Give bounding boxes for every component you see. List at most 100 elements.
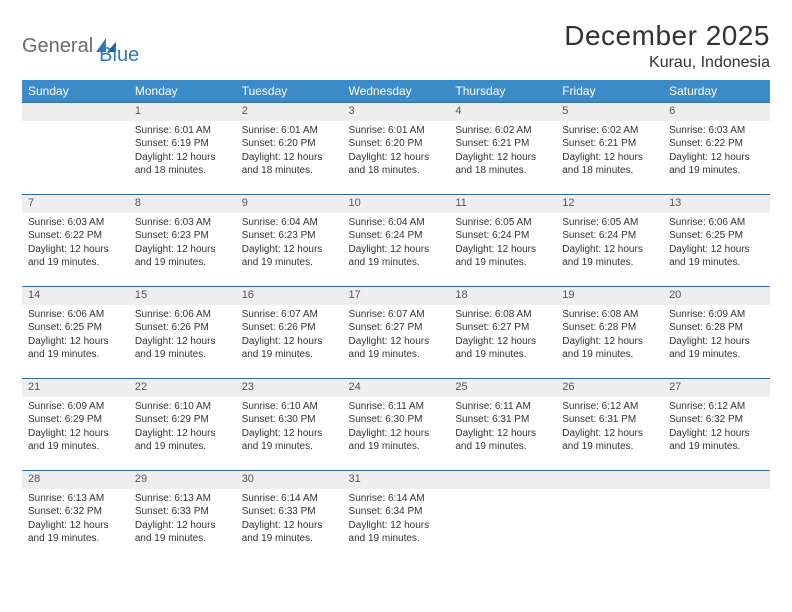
sunset-text: Sunset: 6:27 PM (455, 321, 550, 335)
day-number-cell: 17 (343, 287, 450, 305)
day-number-cell: 9 (236, 195, 343, 213)
day-number: 23 (236, 379, 343, 395)
day-number: 18 (449, 287, 556, 303)
month-title: December 2025 (564, 20, 770, 52)
day-cell: Sunrise: 6:11 AMSunset: 6:31 PMDaylight:… (449, 397, 556, 471)
day-number: 9 (236, 195, 343, 211)
sunset-text: Sunset: 6:32 PM (669, 413, 764, 427)
day-number-cell: 28 (22, 471, 129, 489)
day-number-cell: 31 (343, 471, 450, 489)
sunrise-text: Sunrise: 6:01 AM (242, 124, 337, 138)
day-details: Sunrise: 6:12 AMSunset: 6:31 PMDaylight:… (556, 397, 663, 460)
sunrise-text: Sunrise: 6:10 AM (135, 400, 230, 414)
day-number-cell: 2 (236, 103, 343, 121)
day-details: Sunrise: 6:13 AMSunset: 6:33 PMDaylight:… (129, 489, 236, 552)
daylight-text: Daylight: 12 hours and 19 minutes. (242, 243, 337, 270)
calendar-body: 123456Sunrise: 6:01 AMSunset: 6:19 PMDay… (22, 103, 770, 563)
day-number: 13 (663, 195, 770, 211)
day-details: Sunrise: 6:11 AMSunset: 6:30 PMDaylight:… (343, 397, 450, 460)
sunrise-text: Sunrise: 6:03 AM (669, 124, 764, 138)
daynum-row: 14151617181920 (22, 287, 770, 305)
day-cell: Sunrise: 6:07 AMSunset: 6:27 PMDaylight:… (343, 305, 450, 379)
sunset-text: Sunset: 6:31 PM (455, 413, 550, 427)
sunset-text: Sunset: 6:30 PM (349, 413, 444, 427)
day-number-cell: 3 (343, 103, 450, 121)
day-number: 16 (236, 287, 343, 303)
day-details: Sunrise: 6:01 AMSunset: 6:20 PMDaylight:… (343, 121, 450, 184)
sunset-text: Sunset: 6:24 PM (455, 229, 550, 243)
sunrise-text: Sunrise: 6:14 AM (349, 492, 444, 506)
sunset-text: Sunset: 6:33 PM (242, 505, 337, 519)
day-cell: Sunrise: 6:03 AMSunset: 6:23 PMDaylight:… (129, 213, 236, 287)
sunset-text: Sunset: 6:26 PM (135, 321, 230, 335)
day-number-cell: 8 (129, 195, 236, 213)
day-number: 22 (129, 379, 236, 395)
daynum-row: 123456 (22, 103, 770, 121)
day-number-cell: 4 (449, 103, 556, 121)
day-number: 12 (556, 195, 663, 211)
sunset-text: Sunset: 6:29 PM (135, 413, 230, 427)
sunrise-text: Sunrise: 6:11 AM (349, 400, 444, 414)
day-details: Sunrise: 6:06 AMSunset: 6:26 PMDaylight:… (129, 305, 236, 368)
day-cell: Sunrise: 6:06 AMSunset: 6:25 PMDaylight:… (663, 213, 770, 287)
day-number: 29 (129, 471, 236, 487)
daylight-text: Daylight: 12 hours and 19 minutes. (455, 335, 550, 362)
day-cell (663, 489, 770, 563)
day-cell: Sunrise: 6:08 AMSunset: 6:27 PMDaylight:… (449, 305, 556, 379)
day-number-cell: 22 (129, 379, 236, 397)
day-number: 3 (343, 103, 450, 119)
day-cell (22, 121, 129, 195)
day-number-cell: 15 (129, 287, 236, 305)
day-number: 20 (663, 287, 770, 303)
sunset-text: Sunset: 6:25 PM (28, 321, 123, 335)
day-details: Sunrise: 6:10 AMSunset: 6:30 PMDaylight:… (236, 397, 343, 460)
day-cell: Sunrise: 6:14 AMSunset: 6:34 PMDaylight:… (343, 489, 450, 563)
sunrise-text: Sunrise: 6:07 AM (349, 308, 444, 322)
daylight-text: Daylight: 12 hours and 18 minutes. (455, 151, 550, 178)
daylight-text: Daylight: 12 hours and 19 minutes. (669, 335, 764, 362)
day-number-cell (22, 103, 129, 121)
day-number-cell: 10 (343, 195, 450, 213)
sunset-text: Sunset: 6:34 PM (349, 505, 444, 519)
day-number: 24 (343, 379, 450, 395)
sunrise-text: Sunrise: 6:03 AM (135, 216, 230, 230)
day-number: 14 (22, 287, 129, 303)
day-details: Sunrise: 6:13 AMSunset: 6:32 PMDaylight:… (22, 489, 129, 552)
weekday-row: SundayMondayTuesdayWednesdayThursdayFrid… (22, 80, 770, 103)
sunset-text: Sunset: 6:28 PM (669, 321, 764, 335)
day-details: Sunrise: 6:09 AMSunset: 6:29 PMDaylight:… (22, 397, 129, 460)
day-cell: Sunrise: 6:08 AMSunset: 6:28 PMDaylight:… (556, 305, 663, 379)
day-details: Sunrise: 6:07 AMSunset: 6:27 PMDaylight:… (343, 305, 450, 368)
sunset-text: Sunset: 6:28 PM (562, 321, 657, 335)
day-details (22, 121, 129, 130)
day-number-cell: 30 (236, 471, 343, 489)
week-row: Sunrise: 6:03 AMSunset: 6:22 PMDaylight:… (22, 213, 770, 287)
day-number-cell: 1 (129, 103, 236, 121)
brand-blue: Blue (99, 26, 139, 67)
day-cell: Sunrise: 6:03 AMSunset: 6:22 PMDaylight:… (663, 121, 770, 195)
day-number-cell: 27 (663, 379, 770, 397)
day-details: Sunrise: 6:02 AMSunset: 6:21 PMDaylight:… (556, 121, 663, 184)
daylight-text: Daylight: 12 hours and 18 minutes. (242, 151, 337, 178)
sunrise-text: Sunrise: 6:01 AM (349, 124, 444, 138)
day-cell: Sunrise: 6:02 AMSunset: 6:21 PMDaylight:… (449, 121, 556, 195)
sunrise-text: Sunrise: 6:06 AM (135, 308, 230, 322)
sunrise-text: Sunrise: 6:04 AM (349, 216, 444, 230)
weekday-header: Thursday (449, 80, 556, 103)
day-details: Sunrise: 6:04 AMSunset: 6:23 PMDaylight:… (236, 213, 343, 276)
day-number-cell (556, 471, 663, 489)
day-cell: Sunrise: 6:09 AMSunset: 6:28 PMDaylight:… (663, 305, 770, 379)
day-details: Sunrise: 6:01 AMSunset: 6:20 PMDaylight:… (236, 121, 343, 184)
sunrise-text: Sunrise: 6:07 AM (242, 308, 337, 322)
day-cell: Sunrise: 6:04 AMSunset: 6:23 PMDaylight:… (236, 213, 343, 287)
daylight-text: Daylight: 12 hours and 19 minutes. (28, 427, 123, 454)
day-number-cell: 12 (556, 195, 663, 213)
daylight-text: Daylight: 12 hours and 19 minutes. (455, 427, 550, 454)
sunset-text: Sunset: 6:23 PM (135, 229, 230, 243)
daylight-text: Daylight: 12 hours and 19 minutes. (669, 243, 764, 270)
sunrise-text: Sunrise: 6:09 AM (669, 308, 764, 322)
day-number-cell: 6 (663, 103, 770, 121)
day-number: 26 (556, 379, 663, 395)
day-cell: Sunrise: 6:10 AMSunset: 6:29 PMDaylight:… (129, 397, 236, 471)
daynum-row: 28293031 (22, 471, 770, 489)
